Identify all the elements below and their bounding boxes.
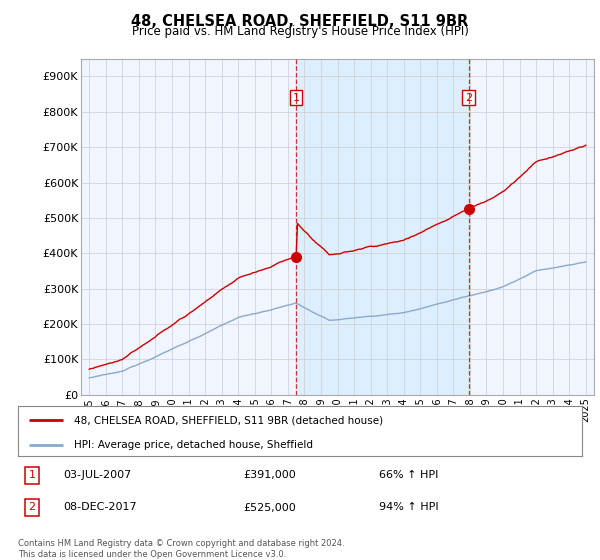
Text: 2: 2: [29, 502, 35, 512]
Text: Price paid vs. HM Land Registry's House Price Index (HPI): Price paid vs. HM Land Registry's House …: [131, 25, 469, 38]
Text: 48, CHELSEA ROAD, SHEFFIELD, S11 9BR: 48, CHELSEA ROAD, SHEFFIELD, S11 9BR: [131, 14, 469, 29]
Bar: [296, 59, 469, 395]
Text: HPI: Average price, detached house, Sheffield: HPI: Average price, detached house, Shef…: [74, 440, 313, 450]
Text: £525,000: £525,000: [244, 502, 296, 512]
Text: 48, CHELSEA ROAD, SHEFFIELD, S11 9BR (detached house): 48, CHELSEA ROAD, SHEFFIELD, S11 9BR (de…: [74, 415, 383, 425]
Text: 1: 1: [29, 470, 35, 480]
Text: £391,000: £391,000: [244, 470, 296, 480]
Text: 03-JUL-2007: 03-JUL-2007: [63, 470, 131, 480]
Text: 08-DEC-2017: 08-DEC-2017: [63, 502, 137, 512]
Text: 94% ↑ HPI: 94% ↑ HPI: [379, 502, 439, 512]
Text: 1: 1: [293, 93, 299, 102]
Text: 2: 2: [465, 93, 472, 102]
Text: Contains HM Land Registry data © Crown copyright and database right 2024.
This d: Contains HM Land Registry data © Crown c…: [18, 539, 344, 559]
Text: 66% ↑ HPI: 66% ↑ HPI: [379, 470, 439, 480]
